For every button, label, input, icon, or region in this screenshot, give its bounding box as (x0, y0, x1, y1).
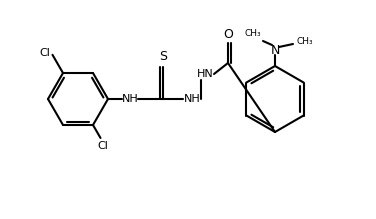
Text: N: N (270, 44, 280, 57)
Text: CH₃: CH₃ (297, 37, 313, 46)
Text: Cl: Cl (39, 48, 50, 58)
Text: NH: NH (183, 94, 200, 104)
Text: CH₃: CH₃ (245, 30, 261, 39)
Text: HN: HN (197, 69, 213, 79)
Text: O: O (223, 28, 233, 41)
Text: NH: NH (121, 94, 138, 104)
Text: S: S (159, 51, 167, 64)
Text: Cl: Cl (97, 141, 108, 151)
